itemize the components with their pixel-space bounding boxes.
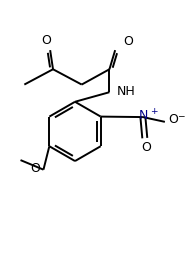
Text: O: O bbox=[41, 34, 51, 47]
Text: −: − bbox=[177, 111, 185, 120]
Text: O: O bbox=[31, 162, 41, 175]
Text: O: O bbox=[168, 113, 178, 126]
Text: O: O bbox=[141, 141, 151, 154]
Text: +: + bbox=[150, 107, 158, 116]
Text: O: O bbox=[123, 35, 133, 48]
Text: N: N bbox=[139, 109, 149, 122]
Text: NH: NH bbox=[117, 85, 136, 98]
